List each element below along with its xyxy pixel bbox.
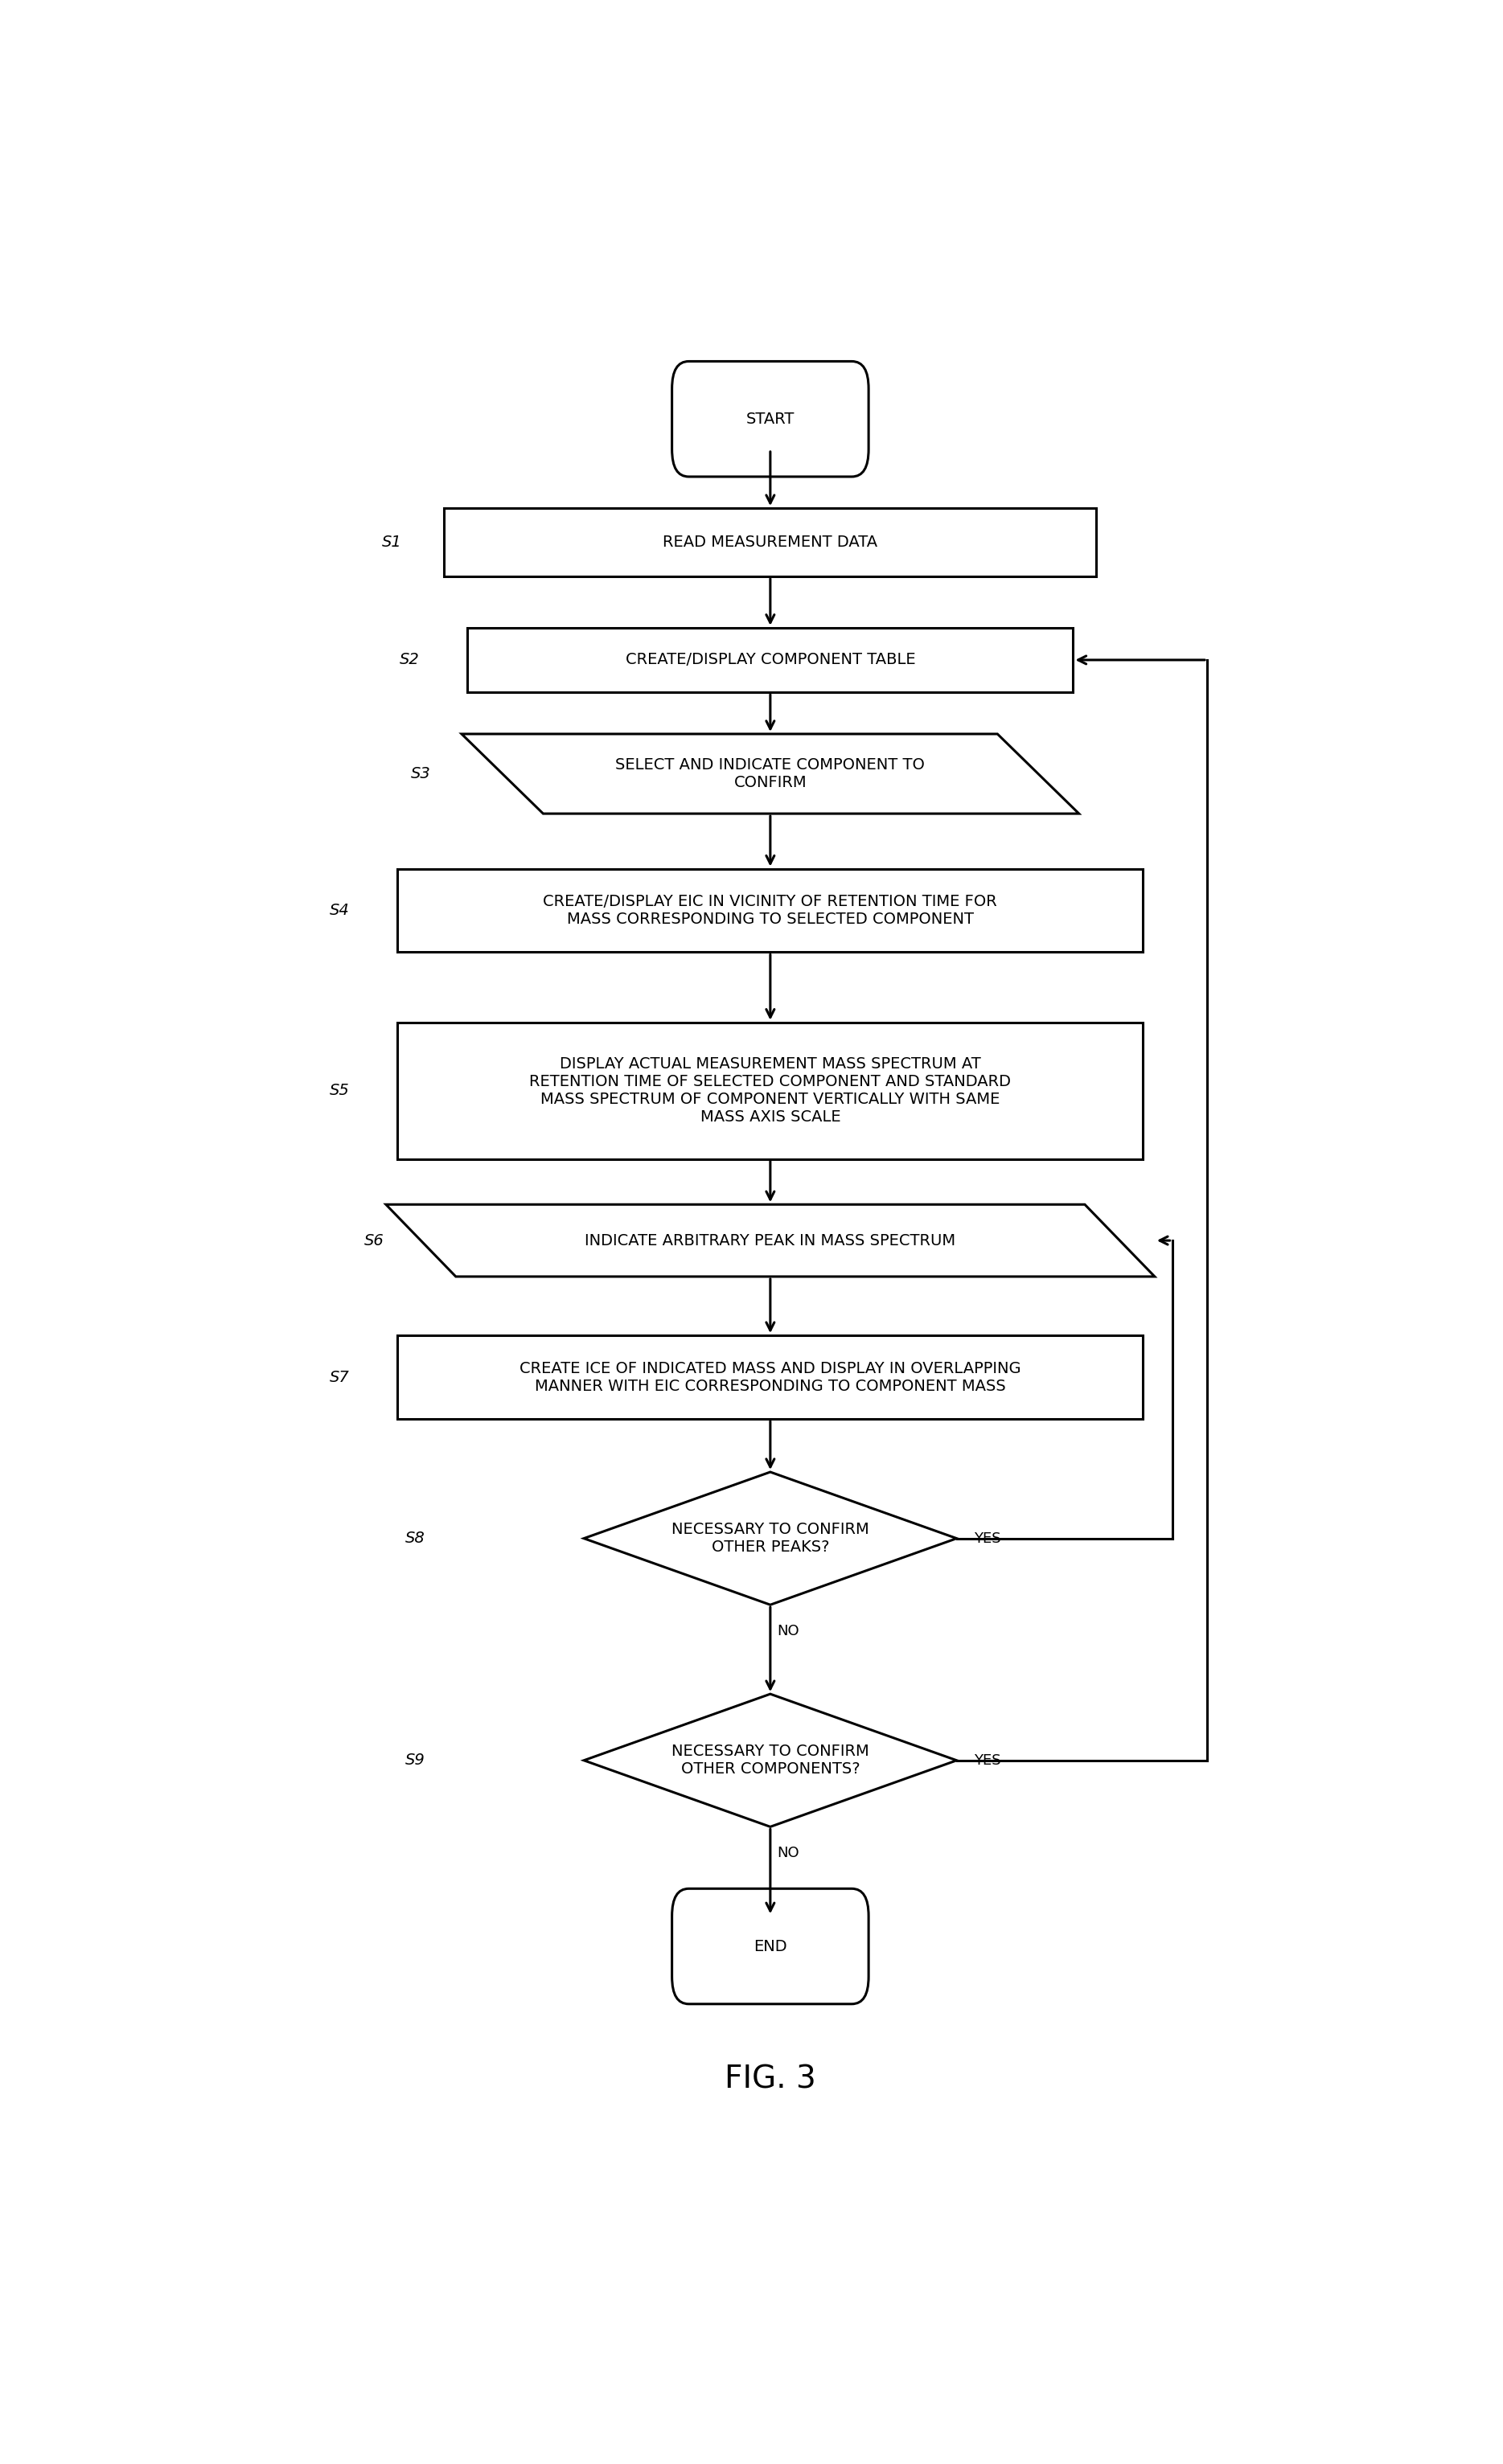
Text: S7: S7 xyxy=(329,1370,349,1385)
Text: INDICATE ARBITRARY PEAK IN MASS SPECTRUM: INDICATE ARBITRARY PEAK IN MASS SPECTRUM xyxy=(585,1232,956,1249)
Text: S2: S2 xyxy=(400,653,419,668)
Text: START: START xyxy=(745,411,795,426)
Bar xyxy=(467,628,1073,692)
Bar xyxy=(445,508,1096,577)
Text: S6: S6 xyxy=(364,1232,385,1249)
Text: S9: S9 xyxy=(406,1752,425,1769)
Text: S5: S5 xyxy=(329,1084,349,1099)
Text: S8: S8 xyxy=(406,1530,425,1545)
FancyBboxPatch shape xyxy=(672,1887,869,2003)
Polygon shape xyxy=(386,1205,1154,1276)
Text: FIG. 3: FIG. 3 xyxy=(724,2065,816,2094)
Text: S1: S1 xyxy=(382,535,401,549)
Text: YES: YES xyxy=(974,1754,1001,1767)
Text: SELECT AND INDICATE COMPONENT TO
CONFIRM: SELECT AND INDICATE COMPONENT TO CONFIRM xyxy=(616,756,924,791)
Text: NO: NO xyxy=(777,1846,800,1860)
Text: END: END xyxy=(753,1939,788,1954)
Polygon shape xyxy=(583,1693,957,1826)
Bar xyxy=(397,1023,1144,1158)
Text: CREATE/DISPLAY EIC IN VICINITY OF RETENTION TIME FOR
MASS CORRESPONDING TO SELEC: CREATE/DISPLAY EIC IN VICINITY OF RETENT… xyxy=(543,894,998,926)
Text: NO: NO xyxy=(777,1624,800,1639)
Text: CREATE ICE OF INDICATED MASS AND DISPLAY IN OVERLAPPING
MANNER WITH EIC CORRESPO: CREATE ICE OF INDICATED MASS AND DISPLAY… xyxy=(520,1360,1021,1395)
Text: NECESSARY TO CONFIRM
OTHER PEAKS?: NECESSARY TO CONFIRM OTHER PEAKS? xyxy=(672,1523,869,1555)
Text: YES: YES xyxy=(974,1530,1001,1545)
Text: READ MEASUREMENT DATA: READ MEASUREMENT DATA xyxy=(663,535,878,549)
Polygon shape xyxy=(583,1471,957,1604)
Bar xyxy=(397,870,1144,951)
Polygon shape xyxy=(461,734,1079,813)
FancyBboxPatch shape xyxy=(672,362,869,476)
Text: CREATE/DISPLAY COMPONENT TABLE: CREATE/DISPLAY COMPONENT TABLE xyxy=(625,653,915,668)
Text: S3: S3 xyxy=(410,766,431,781)
Bar xyxy=(397,1335,1144,1419)
Text: S4: S4 xyxy=(329,902,349,919)
Text: DISPLAY ACTUAL MEASUREMENT MASS SPECTRUM AT
RETENTION TIME OF SELECTED COMPONENT: DISPLAY ACTUAL MEASUREMENT MASS SPECTRUM… xyxy=(529,1057,1012,1124)
Text: NECESSARY TO CONFIRM
OTHER COMPONENTS?: NECESSARY TO CONFIRM OTHER COMPONENTS? xyxy=(672,1745,869,1777)
